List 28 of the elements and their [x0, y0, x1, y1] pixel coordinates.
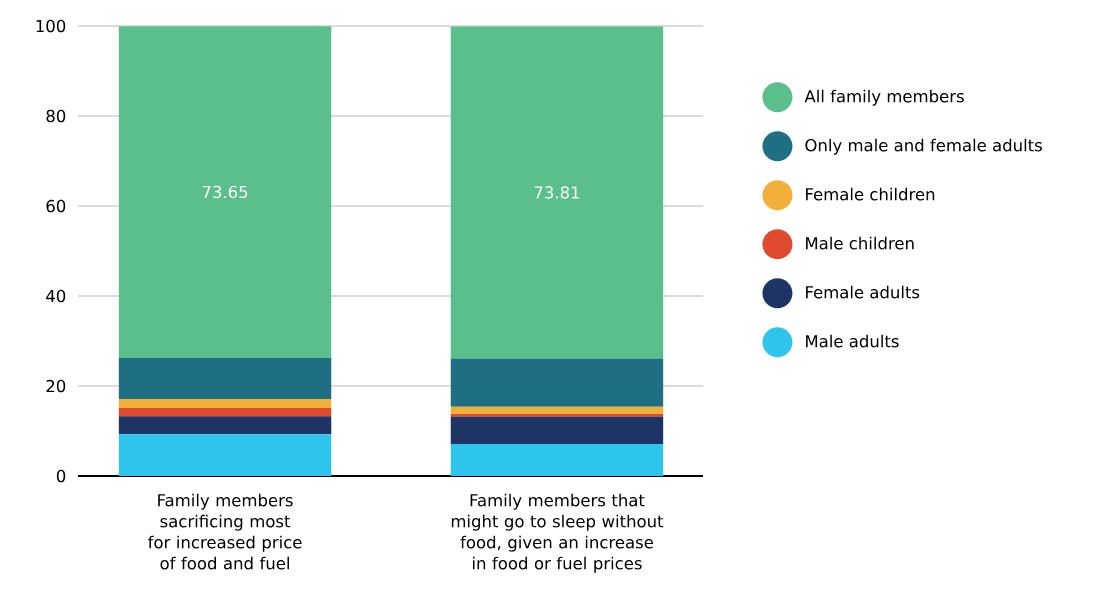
legend-label: Male adults — [806, 334, 899, 348]
bar — [450, 444, 664, 476]
bar — [450, 26, 664, 359]
bar — [450, 413, 664, 417]
bar — [450, 358, 664, 407]
x-tick-label: Family members sacrificing most for increased price of food and fuel — [148, 493, 302, 570]
legend-label: Only male and female adults — [805, 138, 1042, 155]
x-tick-label: Family members that might go to sleep without food, given an increase in food or fuel prices — [451, 493, 664, 573]
y-tick-label: 40 — [46, 289, 66, 303]
y-tick-label: 100 — [36, 19, 66, 33]
bar — [450, 406, 664, 414]
bar — [118, 357, 332, 400]
bar — [118, 434, 332, 476]
bar — [450, 416, 664, 445]
y-tick-label: 80 — [46, 109, 66, 123]
y-tick-label: 60 — [46, 199, 66, 213]
bar — [118, 408, 332, 417]
legend-label: Female children — [806, 187, 935, 201]
data-label: 73.65 — [202, 185, 248, 199]
y-tick-label: 20 — [46, 379, 66, 393]
legend-label: Male children — [806, 236, 914, 250]
bar — [118, 416, 332, 435]
legend-label: All family members — [804, 89, 964, 106]
bar — [118, 399, 332, 409]
data-label: 73.81 — [534, 186, 580, 199]
y-tick-label: 0 — [56, 469, 66, 483]
bar — [118, 26, 332, 358]
legend-label: Female adults — [806, 285, 920, 299]
